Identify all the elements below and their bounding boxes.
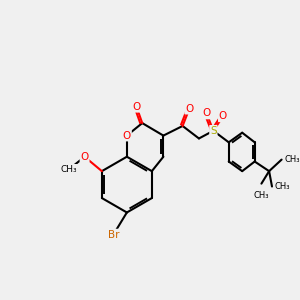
Text: O: O <box>185 104 194 114</box>
Text: CH₃: CH₃ <box>254 191 269 200</box>
Text: O: O <box>219 111 227 122</box>
Text: O: O <box>80 152 89 162</box>
Text: O: O <box>123 130 131 141</box>
Text: CH₃: CH₃ <box>61 165 77 174</box>
Text: CH₃: CH₃ <box>275 182 290 191</box>
Text: S: S <box>210 126 217 136</box>
Text: Br: Br <box>108 230 119 240</box>
Text: O: O <box>132 102 141 112</box>
Text: O: O <box>202 109 211 118</box>
Text: CH₃: CH₃ <box>284 155 300 164</box>
